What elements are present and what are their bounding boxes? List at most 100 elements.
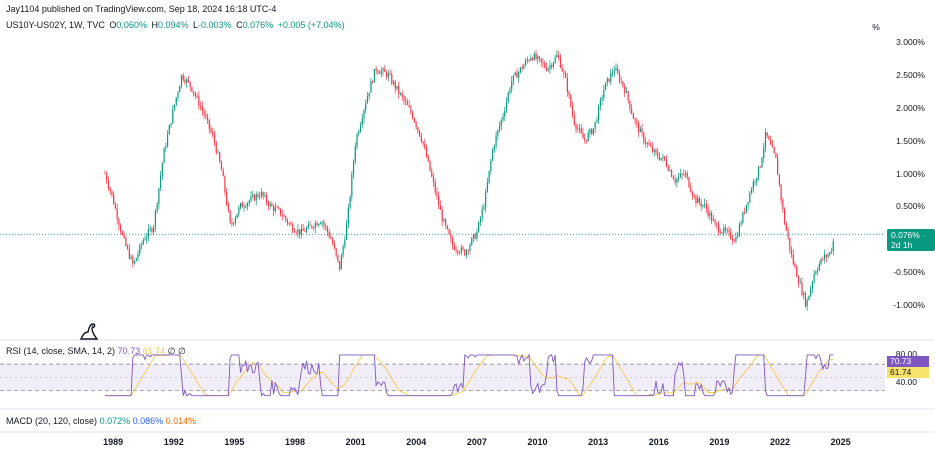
candle-body (829, 252, 831, 255)
candle-body (698, 198, 701, 203)
candle-body (789, 237, 791, 250)
candle-body (283, 216, 285, 217)
candle-body (408, 105, 410, 108)
candle-body (441, 209, 443, 222)
candle-body (497, 130, 499, 136)
candle-body (271, 203, 273, 207)
time-tick: 1998 (284, 437, 305, 447)
candle-body (457, 250, 459, 253)
candle-body (168, 125, 170, 135)
candle-body (415, 122, 417, 128)
candle-body (243, 206, 245, 208)
candle-body (697, 198, 699, 204)
candle-body (796, 266, 798, 278)
candle-body (498, 125, 501, 131)
candle-body (269, 203, 271, 207)
candle-body (128, 248, 130, 259)
candle-body (504, 110, 506, 117)
candle-body (672, 176, 674, 180)
candle-body (109, 188, 111, 192)
candle-body (591, 129, 593, 135)
candle-body (676, 178, 678, 183)
time-tick: 2004 (406, 437, 427, 447)
candle-body (321, 222, 323, 224)
candle-body (832, 241, 834, 252)
candle-body (227, 204, 230, 211)
candle-body (248, 200, 250, 203)
candle-body (491, 149, 494, 161)
candle-body (778, 174, 780, 185)
candle-body (523, 65, 525, 69)
macd-label[interactable]: MACD (20, 120, close) (6, 416, 98, 426)
candle-body (135, 258, 137, 262)
candle-body (575, 124, 577, 129)
candle-body (147, 228, 150, 237)
open-label: O (109, 20, 117, 30)
candle-body (728, 230, 730, 232)
candle-body (432, 176, 435, 183)
candle-body (648, 143, 650, 146)
candle-body (279, 208, 282, 215)
candle-body (337, 255, 339, 262)
candle-body (653, 149, 655, 152)
candle-body (674, 179, 676, 183)
publish-header: Jay1104 published on TradingView.com, Se… (6, 4, 277, 14)
candle-body (368, 92, 370, 97)
candle-body (290, 223, 292, 225)
candle-body (366, 96, 369, 104)
symbol-name[interactable]: US10Y-US02Y, 1W, TVC (6, 20, 105, 30)
price-tick: -0.500% (893, 267, 925, 278)
candle-body (754, 181, 756, 183)
candle-body (133, 261, 136, 264)
candle-body (464, 249, 466, 256)
candle-body (830, 251, 833, 253)
candle-body (439, 205, 442, 210)
candle-body (695, 196, 697, 204)
bar-countdown: 2d 1h (891, 240, 913, 250)
candle-body (114, 204, 117, 209)
candle-body (140, 244, 143, 246)
candle-body (425, 147, 428, 158)
candle-body (611, 72, 614, 74)
candle-body (686, 173, 688, 178)
candle-body (323, 222, 325, 226)
candle-body (471, 238, 473, 245)
candle-body (639, 128, 641, 132)
candle-body (615, 68, 617, 71)
candle-body (794, 263, 796, 267)
candle-body (217, 152, 219, 154)
candle-body (314, 223, 316, 229)
candle-body (691, 191, 694, 196)
candle-body (704, 203, 706, 205)
change-value: +0.005 (+7.04%) (277, 20, 345, 30)
candle-body (274, 207, 276, 212)
candle-body (563, 71, 565, 74)
candle-body (278, 207, 280, 209)
candle-body (723, 227, 725, 233)
candle-body (637, 123, 640, 132)
candle-body (394, 81, 396, 89)
candle-body (780, 184, 782, 200)
candle-body (620, 81, 622, 82)
candle-body (380, 70, 382, 74)
candle-body (389, 73, 391, 75)
candle-body (636, 120, 638, 124)
candle-body (785, 223, 787, 231)
candle-body (773, 147, 775, 153)
candle-body (721, 232, 723, 234)
candle-body (542, 61, 544, 64)
candle-body (272, 206, 275, 212)
candle-body (528, 60, 530, 61)
time-tick: 1989 (103, 437, 124, 447)
rsi-label[interactable]: RSI (14, close, SMA, 14, 2) (6, 346, 116, 356)
candle-body (403, 96, 405, 101)
candle-body (328, 231, 330, 237)
candle-body (307, 224, 309, 229)
candle-body (476, 231, 478, 239)
low-label: L (193, 20, 199, 30)
candle-body (554, 57, 556, 63)
candle-body (132, 256, 134, 264)
candle-body (455, 249, 457, 251)
candle-body (827, 254, 829, 257)
